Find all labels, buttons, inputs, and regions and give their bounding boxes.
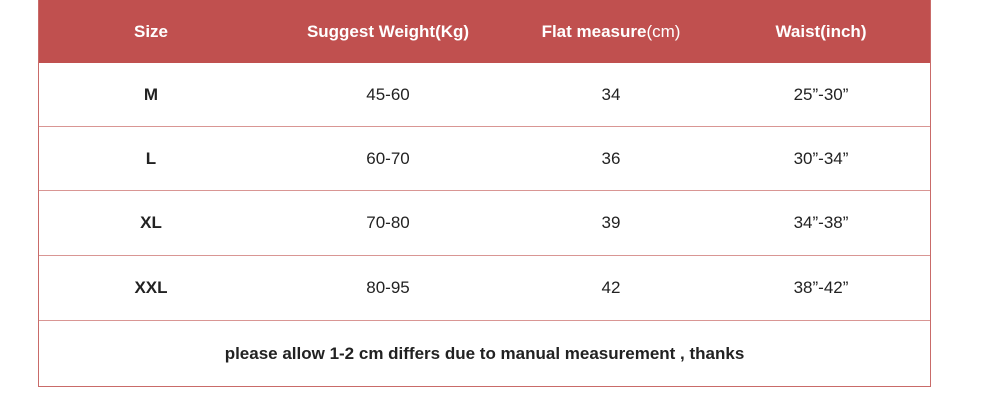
header-cell: Suggest Weight(Kg): [306, 21, 470, 41]
size-cell: XXL: [134, 278, 168, 297]
body-row: XL 70-80 39 34”-38”: [39, 191, 930, 256]
data-cell: 80-95: [366, 278, 410, 297]
data-cell: 25”-30”: [793, 84, 849, 104]
header-text: Flat measure: [541, 21, 647, 41]
data-cell: 30”-34”: [793, 148, 849, 168]
data-cell: 45-60: [366, 84, 410, 104]
size-table: Size Suggest Weight(Kg) Flat measure (cm) Wa…: [38, 0, 931, 387]
body-row: L 60-70 36 30”-34”: [39, 127, 930, 191]
note: please allow 1-2 cm differs due to manua…: [224, 344, 745, 363]
data-cell: 70-80: [366, 213, 410, 232]
data-cell: 60-70: [366, 148, 410, 168]
header-cell: Size: [133, 21, 169, 41]
data-cell: 42: [601, 278, 621, 297]
size-cell: M: [143, 84, 159, 104]
header-row: Size Suggest Weight(Kg) Flat measure (cm) Wa…: [39, 0, 930, 63]
header-unit: (cm): [646, 21, 681, 41]
data-cell: 36: [601, 148, 621, 168]
size-cell: L: [145, 148, 157, 168]
data-cell: 34: [601, 84, 621, 104]
data-cell: 38”-42”: [793, 278, 849, 297]
body-row: XXL 80-95 42 38”-42”: [39, 256, 930, 321]
data-cell: 34”-38”: [793, 213, 849, 232]
size-cell: XL: [140, 213, 162, 232]
body-row: M 45-60 34 25”-30”: [39, 63, 930, 127]
header-cell: Waist(inch): [775, 21, 867, 41]
data-cell: 39: [601, 213, 621, 232]
header-cell: Flat measure (cm): [501, 0, 721, 63]
